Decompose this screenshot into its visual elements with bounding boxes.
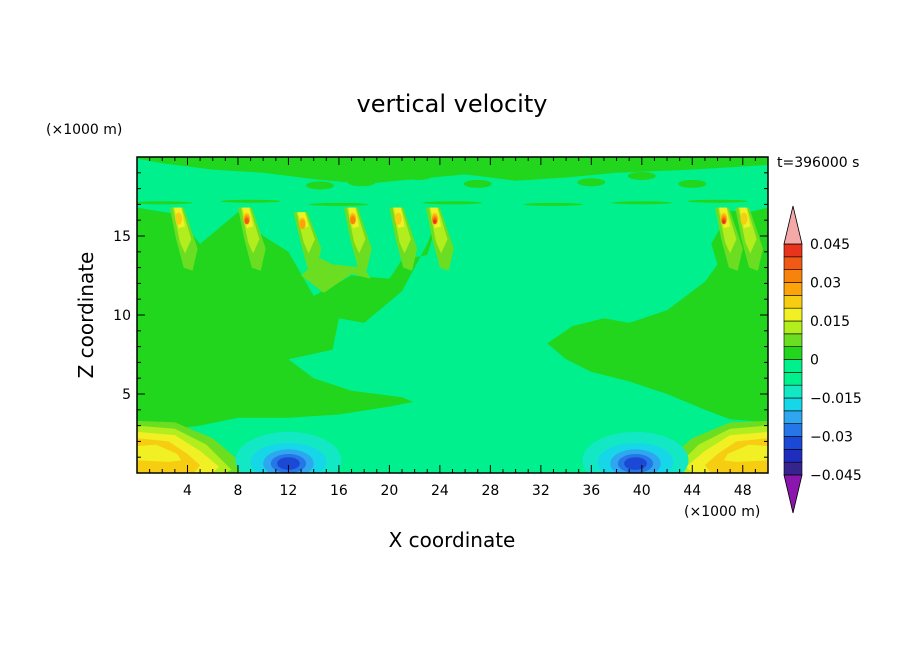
x-tick-label: 20 [380, 483, 398, 499]
updraft-layer [723, 444, 768, 462]
downdraft-ring [277, 457, 300, 470]
colorbar: 0.045 0.03 0.015 0 −0.015 −0.03 −0.045 [783, 205, 862, 514]
colorbar-tick-label: 0.03 [810, 276, 841, 292]
x-tick-label: 36 [582, 483, 600, 499]
colorbar-segment [783, 449, 803, 463]
plume-core [175, 212, 183, 225]
tropopause-band [220, 199, 281, 203]
colorbar-tick-label: 0 [810, 353, 819, 369]
tropopause-band [308, 202, 369, 206]
y-axis: 5 10 15 [113, 172, 768, 458]
plume-core [299, 219, 306, 230]
colorbar-segment [783, 410, 803, 424]
x-tick-label: 40 [633, 483, 651, 499]
time-label: t=396000 s [777, 155, 859, 171]
updraft-plume [293, 212, 322, 271]
tropopause-band [611, 201, 672, 205]
colorbar-extend-top [783, 205, 803, 245]
updraft-plume [238, 207, 266, 271]
updraft-plume [344, 207, 372, 271]
upper-patch [514, 171, 543, 180]
colorbar-segment [783, 307, 803, 322]
colorbar-segment [783, 256, 803, 270]
y-tick-label: 10 [113, 308, 131, 324]
downdraft-ring [624, 457, 647, 470]
plume-core [350, 216, 356, 225]
x-tick-label: 44 [683, 483, 701, 499]
x-axis-label: X coordinate [389, 528, 516, 552]
plume-core [244, 217, 249, 224]
downdraft [582, 431, 689, 473]
colorbar-segment [783, 333, 803, 347]
x-tick-label: 12 [280, 483, 298, 499]
colorbar-segment [783, 269, 803, 283]
colorbar-segment [783, 372, 803, 386]
weak-updraft-left [137, 207, 440, 429]
colorbar-extend-bottom [783, 474, 803, 514]
x-axis: 4 8 12 16 20 24 28 32 36 40 44 48 [149, 157, 756, 499]
colorbar-tick-label: 0.015 [810, 314, 850, 330]
chart-title: vertical velocity [357, 90, 548, 118]
upper-patch [305, 181, 334, 190]
colorbar-segment [783, 384, 803, 399]
upper-patch [347, 178, 376, 187]
colorbar-segment [783, 436, 803, 450]
plume-core [433, 219, 437, 224]
updraft-layer [137, 444, 182, 462]
tropopause-band [422, 201, 483, 205]
updraft-plume [169, 207, 198, 271]
colorbar-segment [783, 423, 803, 437]
x-tick-label: 24 [431, 483, 449, 499]
colorbar-tick-label: −0.045 [810, 468, 862, 484]
plume-core [722, 219, 726, 224]
y-unit-label: (×1000 m) [46, 122, 122, 138]
updraft-plume [715, 207, 743, 271]
tropopause-band [137, 201, 193, 205]
x-tick-label: 16 [330, 483, 348, 499]
x-tick-label: 32 [532, 483, 550, 499]
near-surface-updraft [137, 420, 245, 473]
y-axis-label: Z coordinate [74, 252, 98, 379]
plot-area [137, 157, 768, 473]
colorbar-segment [783, 397, 803, 412]
weak-updraft-right [547, 207, 768, 423]
upper-patch [678, 179, 707, 188]
near-surface-updraft [660, 420, 768, 473]
plume-core [394, 212, 402, 225]
colorbar-segment [783, 461, 803, 476]
upper-patch [404, 171, 433, 180]
updraft-plume [389, 207, 418, 271]
colorbar-tick-label: −0.03 [810, 430, 853, 446]
colorbar-segment [783, 346, 803, 360]
colorbar-segment [783, 295, 803, 309]
updraft-plume [426, 207, 454, 271]
colorbar-segment [783, 282, 803, 296]
colorbar-segment [783, 320, 803, 335]
streak [301, 258, 371, 293]
y-tick-label: 5 [122, 387, 131, 403]
updraft-plume [735, 207, 763, 271]
colorbar-segment [783, 359, 803, 373]
upper-patch [463, 179, 492, 188]
upper-stripe [137, 157, 768, 184]
tropopause-band [523, 202, 584, 206]
x-tick-label: 48 [734, 483, 752, 499]
upper-patch [577, 178, 606, 187]
x-tick-label: 4 [183, 483, 192, 499]
downdraft [235, 431, 342, 473]
colorbar-tick-label: −0.015 [810, 391, 862, 407]
colorbar-tick-label: 0.045 [810, 237, 850, 253]
upper-patch [627, 171, 656, 180]
plume-core [740, 212, 748, 225]
x-unit-label: (×1000 m) [684, 504, 760, 520]
x-tick-label: 8 [233, 483, 242, 499]
colorbar-segment [783, 243, 803, 258]
tropopause-band [687, 199, 748, 203]
x-tick-label: 28 [481, 483, 499, 499]
y-tick-label: 15 [113, 229, 131, 245]
